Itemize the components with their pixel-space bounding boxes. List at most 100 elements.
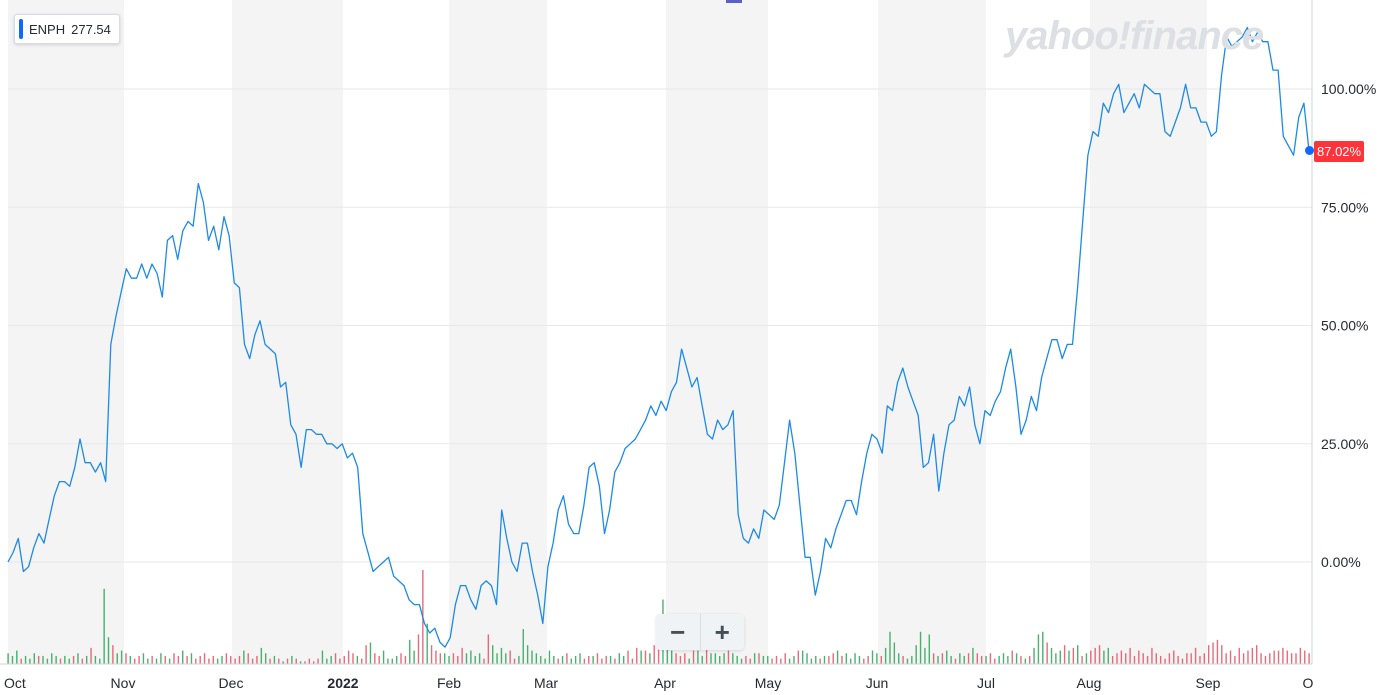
volume-bar — [478, 653, 481, 664]
volume-bar — [1059, 650, 1061, 664]
volume-bar — [732, 653, 734, 664]
volume-bar — [705, 647, 708, 664]
month-band — [232, 0, 343, 664]
volume-bar — [413, 650, 415, 664]
volume-bar — [653, 645, 655, 664]
volume-bar — [518, 655, 520, 664]
volume-bar — [273, 655, 276, 664]
volume-bar — [234, 658, 236, 664]
volume-bar — [1116, 653, 1118, 664]
volume-bar — [1159, 655, 1162, 664]
volume-bar — [151, 655, 153, 664]
volume-bar — [928, 634, 930, 664]
volume-bar — [719, 655, 721, 664]
volume-bar — [352, 653, 354, 664]
volume-bar — [81, 658, 84, 664]
volume-bar — [400, 653, 402, 664]
volume-bar — [173, 653, 175, 664]
volume-bar — [1190, 653, 1192, 664]
volume-bar — [33, 653, 35, 664]
volume-bar — [1138, 650, 1140, 664]
volume-bar — [1068, 650, 1070, 664]
volume-bar — [828, 655, 830, 664]
volume-bar — [225, 653, 228, 664]
volume-bar — [142, 653, 145, 664]
volume-bar — [749, 658, 751, 664]
volume-bar — [387, 658, 389, 664]
volume-bar — [535, 653, 538, 664]
volume-bar — [1164, 658, 1166, 664]
x-tick-label: Jul — [977, 675, 995, 691]
volume-bar — [103, 588, 105, 664]
volume-bar — [461, 647, 463, 664]
volume-bar — [291, 655, 293, 664]
volume-bar — [1277, 650, 1280, 664]
volume-bar — [876, 653, 878, 664]
volume-bar — [260, 647, 263, 664]
volume-bar — [714, 653, 717, 664]
volume-bar — [727, 650, 730, 664]
volume-bar — [247, 653, 249, 664]
volume-bar — [1173, 650, 1175, 664]
volume-bar — [505, 653, 507, 664]
volume-bar — [583, 658, 586, 664]
volume-bar — [1037, 634, 1040, 664]
volume-bar — [443, 653, 446, 664]
volume-bar — [858, 655, 861, 664]
zoom-out-button[interactable]: − — [670, 616, 686, 647]
volume-bar — [548, 650, 551, 664]
volume-bar — [1234, 655, 1236, 664]
volume-bar — [989, 653, 992, 664]
volume-bar — [155, 658, 158, 664]
volume-bar — [1050, 647, 1053, 664]
volume-bar — [898, 653, 900, 664]
volume-bar — [1085, 653, 1088, 664]
volume-bar — [684, 653, 686, 664]
volume-bar — [675, 653, 677, 664]
volume-bar — [793, 655, 795, 664]
volume-bar — [107, 637, 110, 664]
volume-bar — [631, 658, 634, 664]
grid-lines — [8, 88, 1312, 563]
volume-bar — [374, 653, 376, 664]
volume-bar — [112, 645, 114, 664]
range-marker[interactable] — [726, 0, 742, 3]
volume-bar — [666, 637, 669, 664]
volume-bar — [946, 650, 948, 664]
volume-bar — [435, 650, 437, 664]
volume-bar — [168, 658, 171, 664]
volume-bar — [1011, 650, 1013, 664]
volume-bar — [540, 655, 542, 664]
volume-bar — [1042, 631, 1044, 664]
price-line — [7, 26, 1310, 648]
volume-bar — [819, 658, 821, 664]
volume-bar — [1207, 645, 1210, 664]
volume-bar — [1221, 645, 1223, 664]
volume-bar — [679, 655, 682, 664]
volume-bar — [976, 653, 979, 664]
volume-bar — [326, 658, 328, 664]
volume-bar — [902, 655, 904, 664]
volume-bar — [771, 658, 773, 664]
zoom-in-button[interactable]: + — [699, 614, 745, 650]
volume-bar — [203, 653, 206, 664]
volume-bar — [37, 655, 40, 664]
volume-bar — [880, 655, 882, 664]
volume-bar — [282, 661, 284, 664]
volume-bar — [636, 647, 638, 664]
volume-bar — [579, 653, 581, 664]
ticker-legend[interactable]: ENPH 277.54 — [14, 14, 120, 44]
volume-bar — [496, 653, 498, 664]
volume-bar — [867, 655, 869, 664]
volume-bar — [588, 655, 590, 664]
volume-bar — [116, 653, 118, 664]
volume-bar — [465, 653, 468, 664]
volume-bar — [190, 653, 193, 664]
volume-bar — [784, 653, 786, 664]
x-tick-label: Sep — [1196, 675, 1221, 691]
volume-bar — [321, 650, 324, 664]
volume-bar — [1111, 655, 1114, 664]
volume-bar — [919, 631, 922, 664]
volume-bar — [553, 655, 555, 664]
